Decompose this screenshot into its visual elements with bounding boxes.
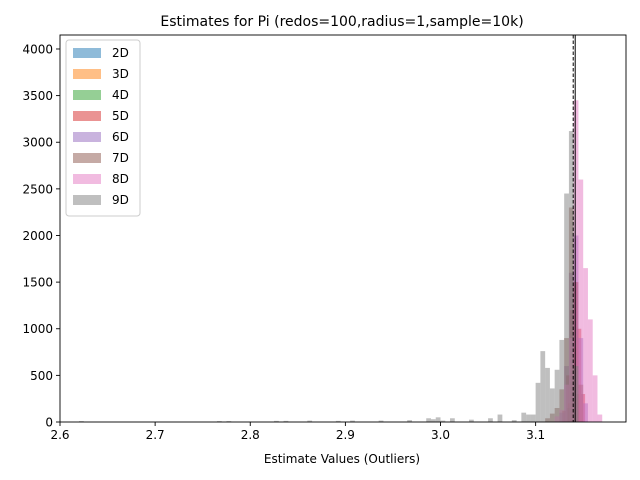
bar-9D-26 xyxy=(554,369,560,422)
bar-9D-6 xyxy=(335,420,341,422)
legend-label-5D: 5D xyxy=(112,109,129,123)
bar-9D-13 xyxy=(440,420,446,422)
plot-area: 2.6 2.7 2.8 2.9 3.0 3.1 0 500 1000 1500 2000 2500 30… xyxy=(22,34,627,442)
bar-9D-12 xyxy=(435,417,441,422)
y-tick-label: 500 xyxy=(30,369,53,383)
y-tick-label: 4000 xyxy=(22,42,53,56)
bar-9D-30 xyxy=(573,366,579,422)
y-tick-label: 3500 xyxy=(22,89,53,103)
bar-8D-8 xyxy=(592,375,598,422)
legend-label-3D: 3D xyxy=(112,67,129,81)
bar-9D-16 xyxy=(488,418,493,422)
bar-8D-4 xyxy=(573,100,579,422)
bar-9D-9 xyxy=(407,420,412,422)
x-axis-label: Estimate Values (Outliers) xyxy=(264,452,420,466)
legend-swatch-4D xyxy=(73,90,101,100)
bar-9D-2 xyxy=(226,421,232,422)
y-tick-label: 2000 xyxy=(22,229,53,243)
axes-frame xyxy=(59,34,627,423)
y-tick-label: 2500 xyxy=(22,182,53,196)
legend: 2D 3D 4D 5D 6D 7D 8D 9D xyxy=(65,39,141,217)
bar-9D-8 xyxy=(378,420,384,422)
x-tick-label: 3.0 xyxy=(431,428,450,442)
y-tick-label: 0 xyxy=(45,416,53,430)
bar-9D-5 xyxy=(307,420,313,422)
x-tick-label: 2.9 xyxy=(336,428,355,442)
bar-9D-17 xyxy=(497,414,503,422)
bar-9D-14 xyxy=(450,418,455,422)
bar-9D-3 xyxy=(274,420,279,422)
bar-9D-1 xyxy=(216,421,222,422)
legend-swatch-6D xyxy=(73,132,101,142)
bar-8D-5 xyxy=(578,179,584,422)
bar-9D-27 xyxy=(559,339,565,422)
legend-swatch-3D xyxy=(73,69,101,79)
bars-group xyxy=(79,100,603,422)
bar-9D-11 xyxy=(430,419,436,422)
bar-9D-7 xyxy=(350,420,355,422)
legend-label-8D: 8D xyxy=(112,172,129,186)
y-tick-label: 1500 xyxy=(22,276,53,290)
bar-9D-4 xyxy=(283,420,289,422)
bar-9D-25 xyxy=(549,388,555,422)
bar-9D-28 xyxy=(564,193,569,422)
legend-label-2D: 2D xyxy=(112,46,129,60)
x-tick-label: 3.1 xyxy=(526,428,545,442)
bar-9D-23 xyxy=(540,351,546,422)
bar-9D-18 xyxy=(511,420,517,422)
legend-label-9D: 9D xyxy=(112,193,129,207)
bar-9D-19 xyxy=(521,412,527,422)
legend-swatch-8D xyxy=(73,174,101,184)
bar-9D-0 xyxy=(79,421,84,422)
bar-8D-9 xyxy=(597,414,603,422)
chart-title: Estimates for Pi (redos=100,radius=1,sam… xyxy=(160,14,523,30)
bar-8D-7 xyxy=(587,319,593,422)
x-tick-label: 2.8 xyxy=(241,428,260,442)
legend-swatch-5D xyxy=(73,111,101,121)
bar-9D-29 xyxy=(568,131,574,422)
bar-9D-20 xyxy=(526,414,531,422)
legend-swatch-9D xyxy=(73,195,101,205)
legend-label-4D: 4D xyxy=(112,88,129,102)
bar-9D-15 xyxy=(469,419,474,422)
bar-9D-24 xyxy=(545,367,550,422)
y-tick-label: 1000 xyxy=(22,322,53,336)
legend-swatch-7D xyxy=(73,153,101,163)
bar-9D-22 xyxy=(535,382,541,422)
bar-8D-6 xyxy=(583,268,588,422)
bar-9D-21 xyxy=(530,414,536,422)
y-tick-label: 3000 xyxy=(22,136,53,150)
legend-label-7D: 7D xyxy=(112,151,129,165)
legend-frame xyxy=(65,39,141,217)
bar-9D-10 xyxy=(426,418,431,422)
legend-label-6D: 6D xyxy=(112,130,129,144)
x-tick-label: 2.7 xyxy=(146,428,165,442)
x-tick-label: 2.6 xyxy=(50,428,69,442)
series-9D xyxy=(79,131,579,422)
legend-swatch-2D xyxy=(73,48,101,58)
